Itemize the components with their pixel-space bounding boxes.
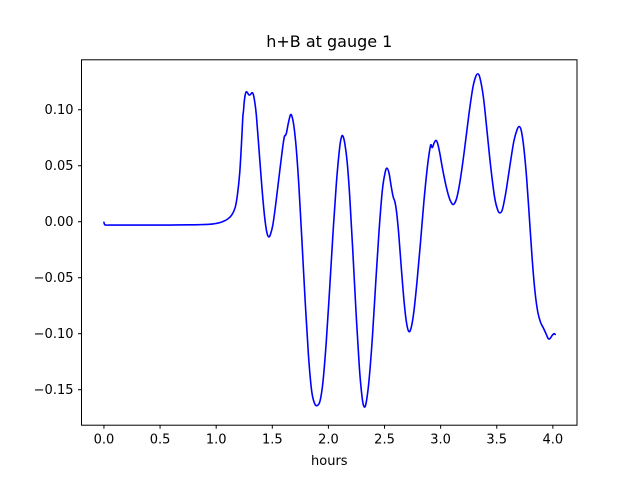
series-line: [103, 73, 557, 408]
x-tick-label: 1.0: [206, 433, 227, 448]
x-tick-label: 0.0: [94, 433, 115, 448]
y-tick-label: 0.00: [45, 215, 74, 230]
y-tick-label: 0.10: [45, 103, 74, 118]
y-tick-label: −0.15: [34, 383, 74, 398]
x-tick-label: 1.5: [262, 433, 283, 448]
x-tick-label: 4.0: [543, 433, 564, 448]
y-tick-label: −0.10: [34, 327, 74, 342]
x-axis-label: hours: [311, 454, 348, 469]
x-tick-label: 3.0: [430, 433, 451, 448]
y-tick-label: 0.05: [45, 159, 74, 174]
axes-frame: [81, 59, 578, 426]
x-axis-ticks: 0.0 0.5 1.0 1.5 2.0 2.5 3.0 3.5 4.0: [94, 425, 564, 448]
x-tick-label: 0.5: [150, 433, 171, 448]
x-tick-label: 3.5: [486, 433, 507, 448]
y-tick-label: −0.05: [34, 271, 74, 286]
x-tick-label: 2.5: [374, 433, 395, 448]
chart-title: h+B at gauge 1: [266, 32, 392, 51]
x-tick-label: 2.0: [318, 433, 339, 448]
y-axis-ticks: 0.10 0.05 0.00 −0.05 −0.10 −0.15: [34, 103, 82, 398]
